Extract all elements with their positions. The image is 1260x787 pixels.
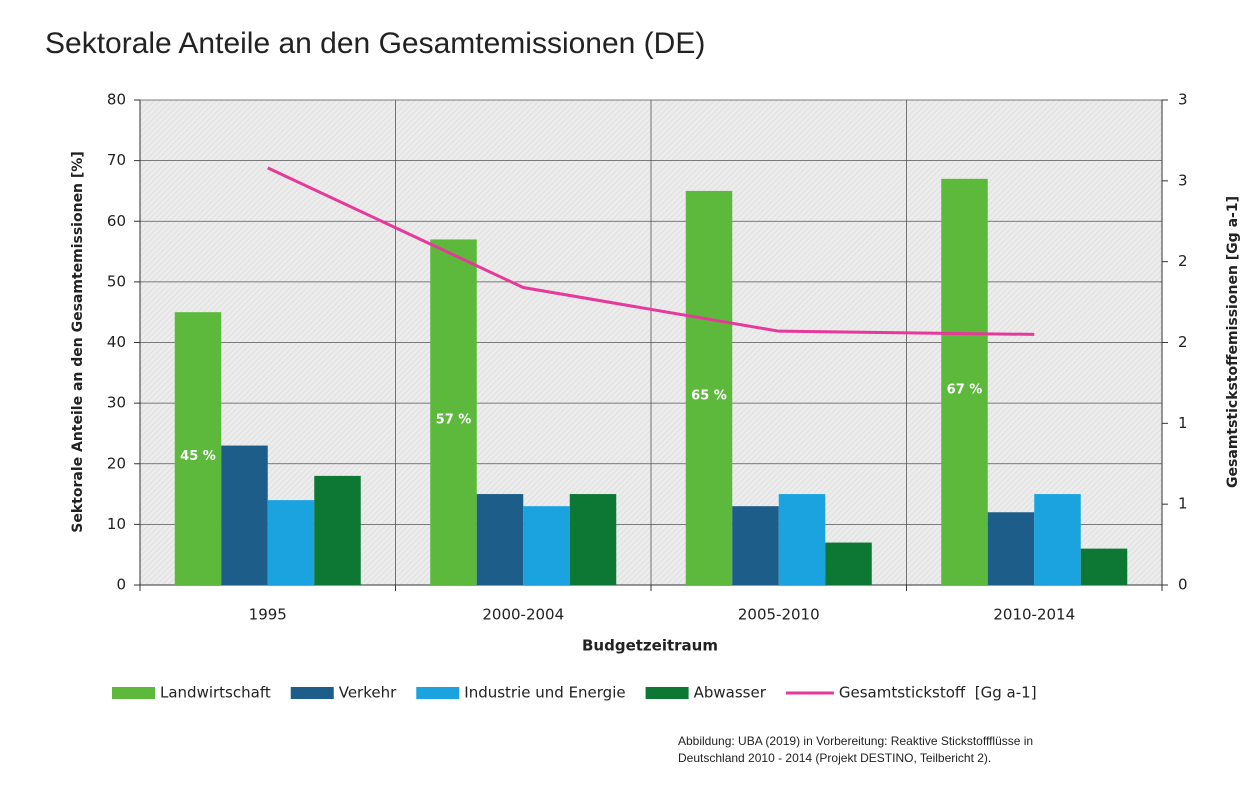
bar	[1034, 494, 1081, 585]
chart-title: Sektorale Anteile an den Gesamtemissione…	[45, 27, 705, 60]
y2-tick-label: 2	[1178, 252, 1188, 270]
y-tick-label: 30	[107, 394, 126, 412]
legend-swatch	[112, 687, 155, 699]
legend-swatch	[645, 687, 689, 699]
bar	[267, 500, 315, 585]
legend-label: Gesamtstickstoff [Gg a-1]	[839, 684, 1037, 702]
line-series	[267, 166, 1035, 336]
bar	[314, 475, 361, 585]
y-tick-label: 80	[107, 91, 126, 109]
bar	[476, 494, 524, 585]
source-note: Deutschland 2010 - 2014 (Projekt DESTINO…	[678, 751, 991, 765]
y-tick-label: 40	[107, 333, 126, 351]
y2-tick-label: 3	[1178, 171, 1188, 189]
bar	[732, 506, 779, 585]
legend-swatch	[290, 687, 334, 699]
x-tick-label: 2010-2014	[993, 606, 1075, 624]
y2-axis-title: Gesamtstickstoffemissionen [Gg a-1]	[1225, 196, 1241, 488]
legend-label: Abwasser	[694, 684, 767, 702]
y2-tick-label: 1	[1178, 414, 1188, 432]
y-tick-label: 0	[116, 576, 126, 594]
y-tick-label: 70	[107, 151, 126, 169]
bar	[941, 178, 988, 585]
bar	[685, 190, 733, 585]
x-tick-label: 2000-2004	[482, 606, 564, 624]
bar	[987, 512, 1035, 585]
x-axis-title: Budgetzeitraum	[582, 637, 718, 655]
bar	[174, 312, 222, 585]
y2-tick-label: 0	[1178, 576, 1188, 594]
legend-swatch	[416, 687, 460, 699]
y-tick-label: 20	[107, 454, 126, 472]
y2-tick-label: 2	[1178, 333, 1188, 351]
y-axis-title: Sektorale Anteile an den Gesamtemissione…	[70, 151, 86, 532]
bar-value-label: 57 %	[436, 413, 472, 428]
bar	[1080, 548, 1128, 585]
y-tick-label: 60	[107, 212, 126, 230]
x-tick-label: 1995	[249, 606, 287, 624]
bar-value-label: 65 %	[691, 388, 727, 403]
y-tick-label: 10	[107, 515, 126, 533]
bar-value-label: 45 %	[180, 449, 216, 464]
bar	[778, 494, 826, 585]
bar	[430, 239, 477, 585]
bar	[825, 542, 872, 585]
y2-tick-label: 1	[1178, 495, 1188, 513]
bar	[569, 494, 617, 585]
x-tick-label: 2005-2010	[738, 606, 820, 624]
y-tick-label: 50	[107, 272, 126, 290]
y2-tick-label: 3	[1178, 91, 1188, 109]
bar	[221, 445, 268, 585]
legend-label: Verkehr	[339, 684, 397, 702]
legend-label: Industrie und Energie	[464, 684, 625, 702]
source-note: Abbildung: UBA (2019) in Vorbereitung: R…	[678, 734, 1033, 748]
legend-label: Landwirtschaft	[160, 684, 271, 702]
bar	[523, 506, 570, 585]
bar-value-label: 67 %	[947, 382, 983, 397]
